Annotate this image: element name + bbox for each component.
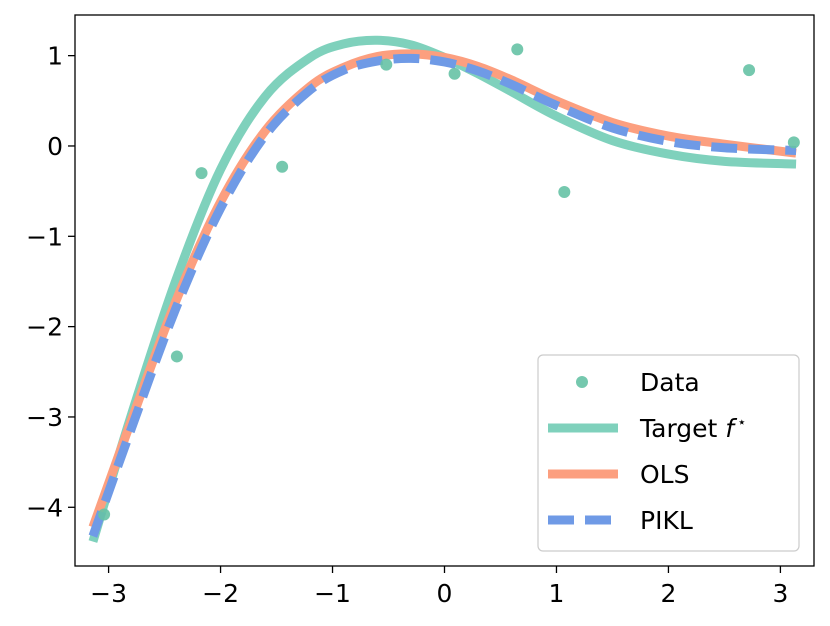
data-point <box>195 167 208 180</box>
legend-box <box>537 354 800 552</box>
series-line-pikl <box>88 53 797 538</box>
legend-marker-data <box>576 376 588 388</box>
data-point <box>98 508 111 521</box>
legend-label-pikl: PIKL <box>640 506 693 535</box>
x-tick-label: 2 <box>660 579 676 608</box>
data-point <box>787 136 800 149</box>
data-point <box>448 67 461 80</box>
x-tick-label: 3 <box>772 579 788 608</box>
x-tick-label: 1 <box>549 579 565 608</box>
plot-area <box>88 35 800 543</box>
y-tick-label: 0 <box>47 132 63 161</box>
data-point <box>743 64 756 77</box>
data-point <box>558 186 571 199</box>
y-tick-label: −4 <box>26 493 63 522</box>
x-tick-label: −1 <box>314 579 351 608</box>
legend-label-ols: OLS <box>640 460 689 489</box>
data-point <box>511 43 524 56</box>
x-tick-label: −2 <box>202 579 239 608</box>
y-tick-label: 1 <box>47 42 63 71</box>
legend-label-target-f: Target f ⋆ <box>639 413 747 443</box>
y-tick-label: −3 <box>26 403 63 432</box>
x-tick-label: 0 <box>437 579 453 608</box>
data-point <box>170 350 183 363</box>
series-line-target-f <box>88 35 797 543</box>
axes: −3 −2 −1 0 1 2 3 1 0 −1 −2 −3 −4 <box>26 14 815 608</box>
data-point <box>380 58 393 71</box>
x-tick-label: −3 <box>90 579 127 608</box>
legend-label-data: Data <box>640 368 700 397</box>
data-point <box>276 160 289 173</box>
legend: Data Target f ⋆ OLS PIKL <box>537 354 800 552</box>
y-tick-label: −1 <box>26 222 63 251</box>
series-line-ols <box>88 49 797 529</box>
y-tick-label: −2 <box>26 313 63 342</box>
